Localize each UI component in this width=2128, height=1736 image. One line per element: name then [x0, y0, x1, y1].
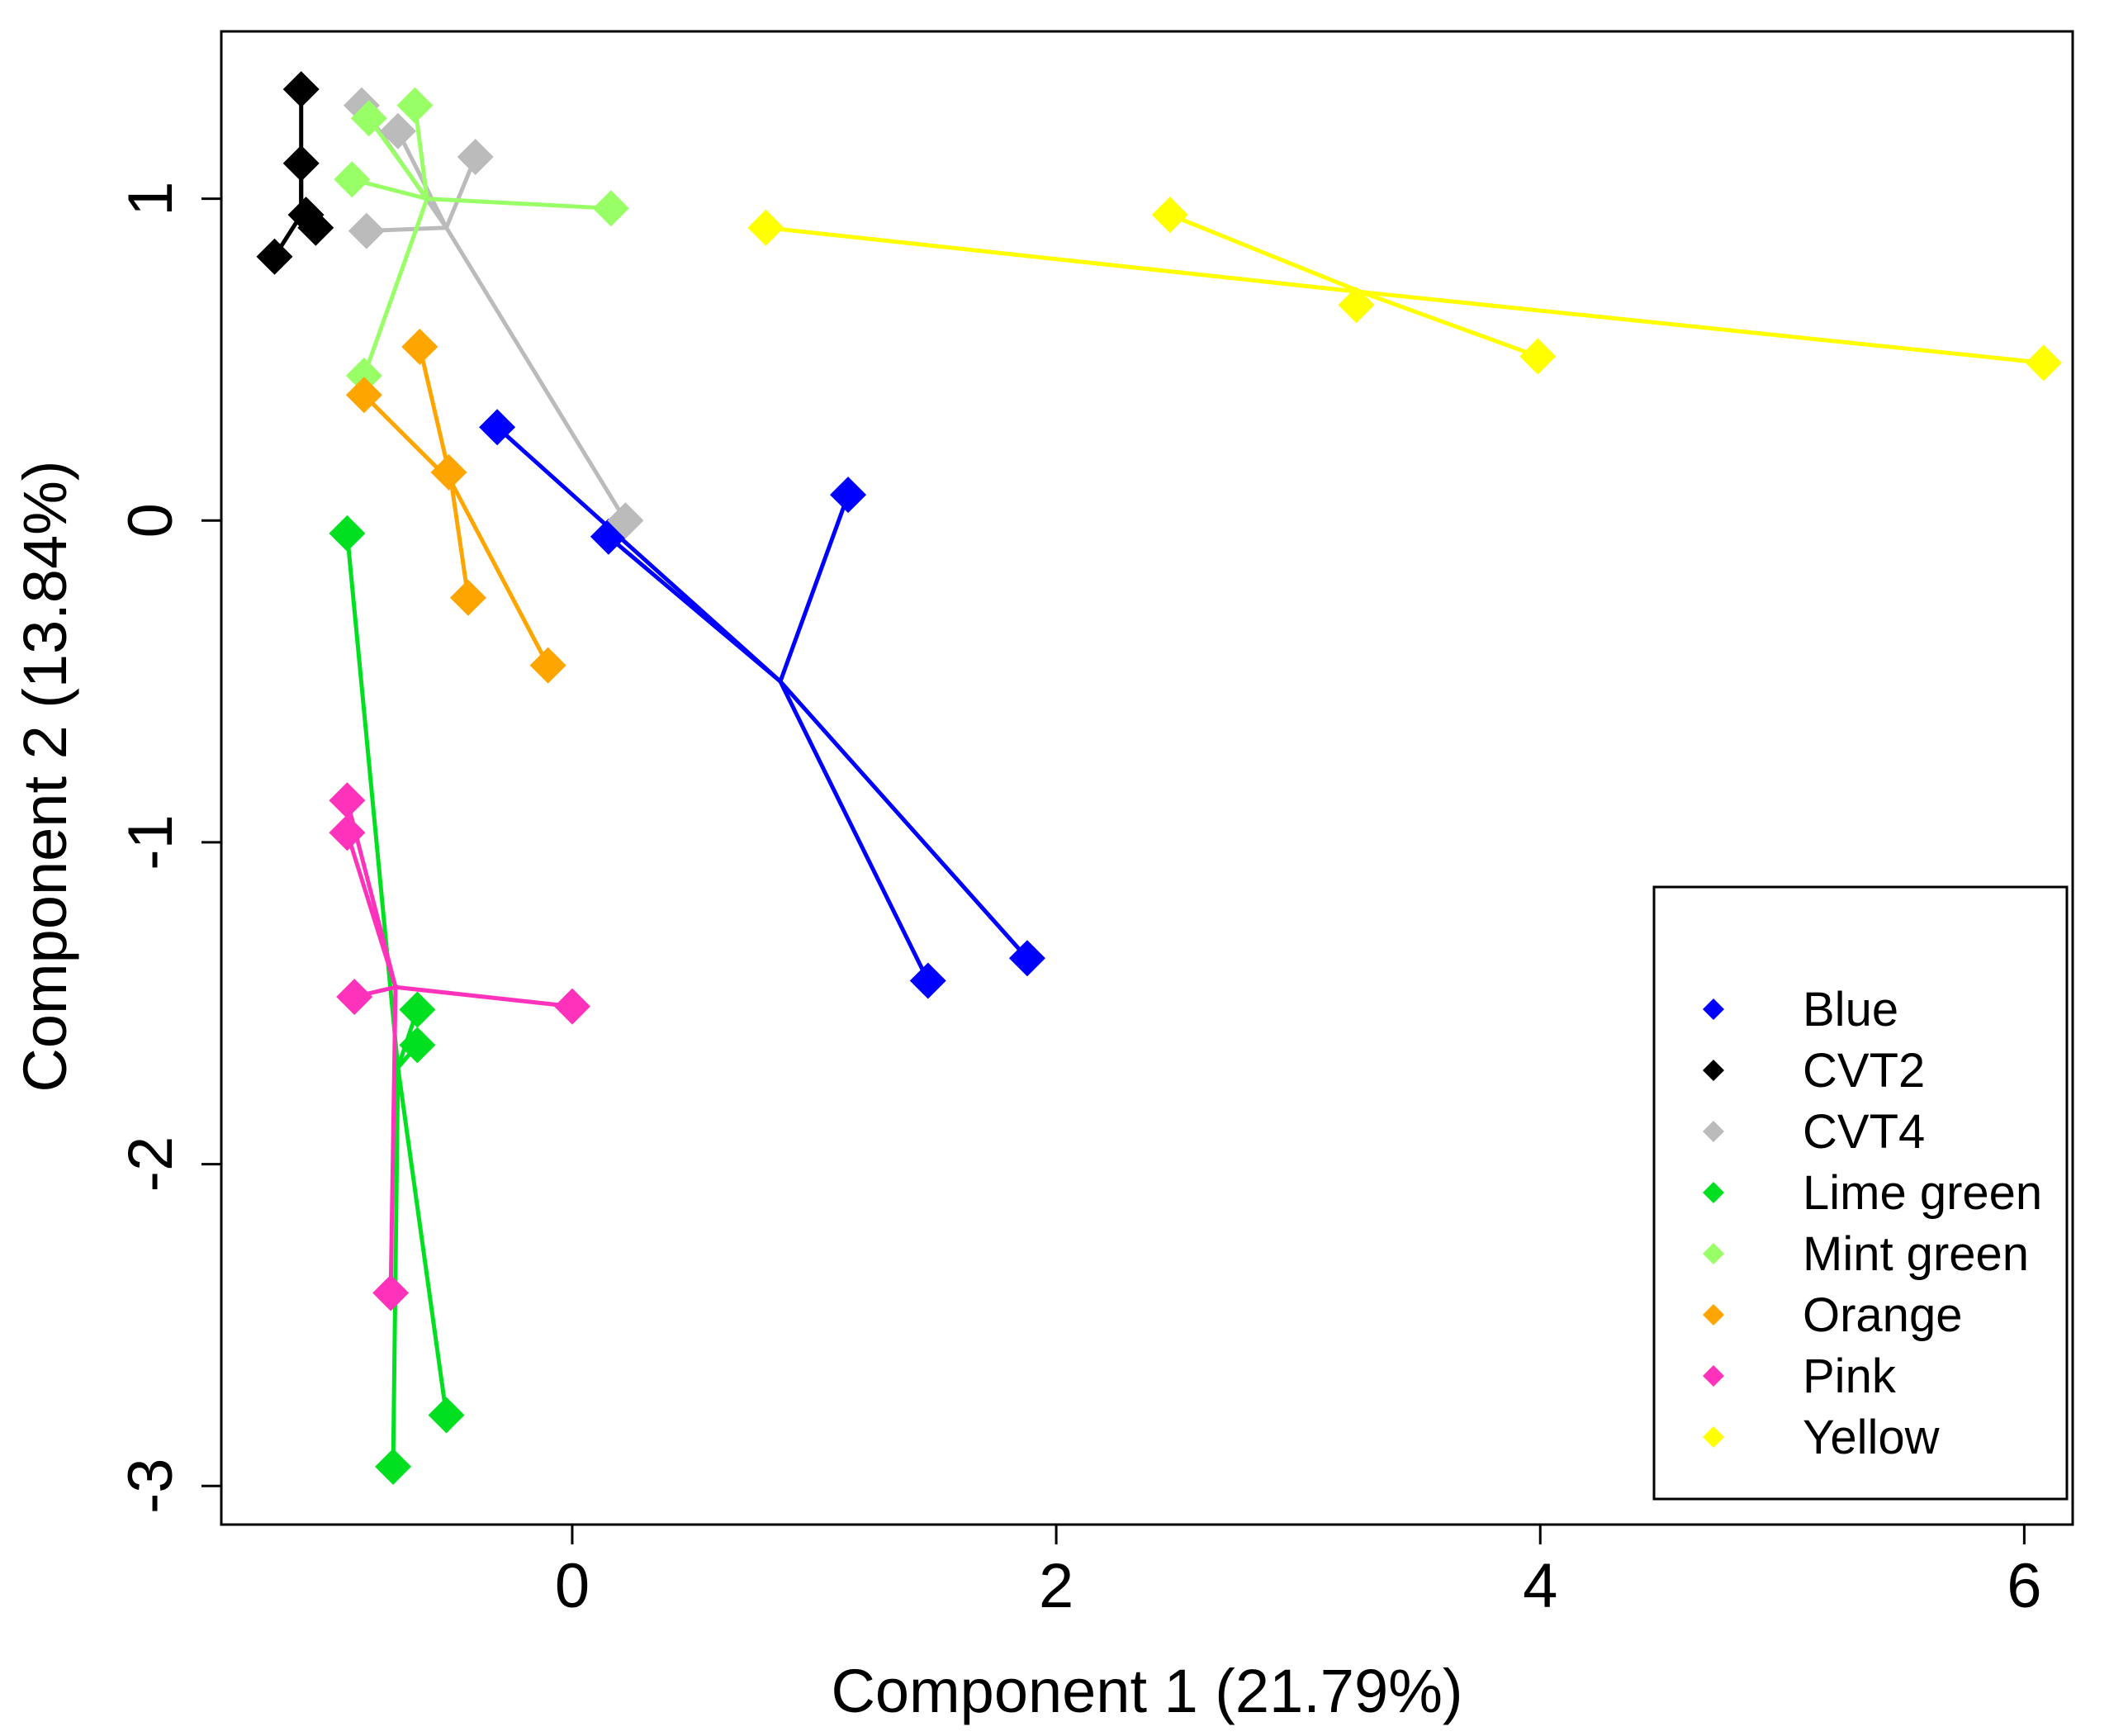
- legend-marker-lime-green: [1703, 1182, 1724, 1203]
- legend-label-cvt2: CVT2: [1803, 1044, 1925, 1098]
- y-tick-label-1: 0: [116, 503, 186, 538]
- spoke-cvt4-2: [396, 130, 448, 229]
- x-tick-label-3: 6: [2007, 1551, 2041, 1621]
- point-blue-4: [909, 962, 946, 999]
- point-blue-1: [479, 409, 516, 446]
- spoke-lime-green-4: [396, 1067, 449, 1416]
- point-yellow-4: [1519, 338, 1557, 375]
- x-axis-title: Component 1 (21.79%): [831, 1657, 1462, 1725]
- legend-marker-mint-green: [1703, 1243, 1724, 1264]
- legend-marker-orange: [1703, 1304, 1724, 1326]
- legend-label-orange: Orange: [1803, 1288, 1962, 1342]
- point-pink-5: [372, 1274, 410, 1311]
- point-pink-4: [553, 988, 590, 1025]
- y-axis: 1 0 -1 -2 -3: [116, 181, 223, 1514]
- legend-marker-cvt2: [1703, 1060, 1724, 1081]
- spoke-lime-green-1: [344, 533, 400, 1068]
- legend-marker-blue: [1703, 998, 1724, 1020]
- point-lime-green-3: [399, 1027, 436, 1064]
- spoke-yellow-4: [1360, 290, 1539, 358]
- point-cvt2-5: [287, 197, 325, 234]
- x-axis: 0 2 4 6: [555, 1523, 2042, 1621]
- y-tick-label-2: -1: [116, 814, 186, 870]
- legend-marker-cvt4: [1703, 1121, 1724, 1142]
- point-cvt4-3: [457, 138, 494, 175]
- spoke-orange-5: [449, 481, 550, 666]
- x-tick-label-1: 2: [1039, 1551, 1073, 1621]
- point-pink-2: [329, 814, 366, 851]
- point-orange-3: [430, 453, 467, 491]
- point-orange-2: [345, 377, 382, 414]
- legend-label-pink: Pink: [1803, 1349, 1897, 1403]
- x-tick-label-2: 4: [1523, 1551, 1557, 1621]
- legend-label-cvt4: CVT4: [1803, 1105, 1925, 1159]
- x-tick-label-0: 0: [555, 1551, 590, 1621]
- spoke-lime-green-5: [391, 1067, 400, 1467]
- legend-marker-yellow: [1703, 1426, 1724, 1448]
- spoke-blue-2: [607, 534, 782, 684]
- point-blue-3: [830, 477, 867, 514]
- point-lime-green-5: [375, 1448, 412, 1485]
- point-orange-5: [529, 647, 566, 684]
- legend-label-mint-green: Mint green: [1803, 1227, 2029, 1281]
- point-mint-green-2: [350, 100, 387, 137]
- point-yellow-1: [747, 209, 784, 246]
- point-cvt2-3: [256, 238, 293, 275]
- point-cvt4-2: [379, 112, 416, 149]
- point-yellow-5: [2025, 344, 2062, 382]
- y-axis-title: Component 2 (13.84%): [11, 460, 79, 1092]
- point-cvt4-5: [607, 502, 644, 539]
- point-mint-green-1: [396, 87, 434, 124]
- point-cvt4-1: [343, 87, 380, 124]
- spoke-blue-4: [778, 680, 931, 982]
- point-pink-1: [329, 782, 366, 819]
- point-lime-green-4: [428, 1397, 465, 1434]
- spoke-mint-green-2: [367, 116, 429, 201]
- point-orange-1: [401, 328, 438, 365]
- point-mint-green-4: [592, 190, 629, 227]
- point-mint-green-3: [334, 161, 371, 198]
- spoke-yellow-2: [1168, 212, 1363, 294]
- spoke-yellow-1: [765, 225, 1362, 295]
- spoke-blue-3: [778, 494, 851, 682]
- data-points: [256, 71, 2062, 1485]
- spoke-pink-5: [388, 987, 398, 1293]
- y-tick-label-0: 1: [116, 181, 186, 216]
- point-yellow-3: [1338, 287, 1375, 324]
- point-blue-5: [1008, 940, 1045, 977]
- y-tick-label-3: -2: [116, 1136, 186, 1193]
- point-lime-green-1: [329, 515, 366, 552]
- point-mint-green-5: [345, 357, 382, 394]
- point-pink-3: [336, 978, 373, 1015]
- point-yellow-2: [1151, 197, 1188, 234]
- y-tick-label-4: -3: [116, 1458, 186, 1514]
- spoke-mint-green-5: [362, 197, 429, 377]
- point-lime-green-2: [399, 991, 436, 1028]
- spoke-blue-5: [779, 680, 1029, 960]
- spoke-cvt4-5: [444, 226, 628, 522]
- legend-label-blue: Blue: [1803, 983, 1898, 1036]
- legend-marker-pink: [1703, 1365, 1724, 1387]
- spoke-pink-2: [345, 832, 398, 989]
- spoke-orange-4: [448, 481, 471, 599]
- spoke-yellow-5: [1361, 290, 2045, 365]
- legend-label-yellow: Yellow: [1803, 1411, 1941, 1464]
- point-cvt2-2: [282, 145, 320, 182]
- point-cvt2-1: [282, 71, 320, 108]
- spoke-pink-4: [395, 984, 573, 1009]
- point-cvt4-4: [348, 212, 385, 249]
- spoke-mint-green-4: [426, 197, 611, 211]
- legend-label-lime-green: Lime green: [1803, 1166, 2042, 1220]
- legend: Blue CVT2 CVT4 Lime green Mint green Orange Pi…: [1652, 885, 2069, 1501]
- point-orange-4: [449, 579, 486, 616]
